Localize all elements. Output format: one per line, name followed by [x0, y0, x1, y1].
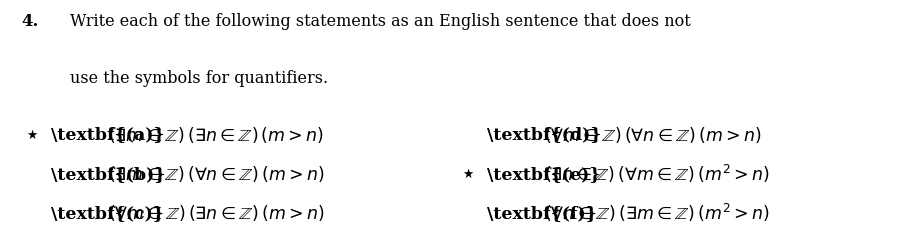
Text: \textbf{(b)}: \textbf{(b)}	[51, 166, 166, 183]
Text: $\bigstar$: $\bigstar$	[462, 168, 475, 181]
Text: $(\forall n \in \mathbb{Z})\,(\exists m \in \mathbb{Z})\,(m^2 > n)$: $(\forall n \in \mathbb{Z})\,(\exists m …	[544, 202, 770, 224]
Text: $(\forall m \in \mathbb{Z})\,(\exists n \in \mathbb{Z})\,(m > n)$: $(\forall m \in \mathbb{Z})\,(\exists n …	[107, 203, 324, 223]
Text: $(\exists m \in \mathbb{Z})\,(\forall n \in \mathbb{Z})\,(m > n)$: $(\exists m \in \mathbb{Z})\,(\forall n …	[107, 164, 324, 184]
Text: $(\exists n \in \mathbb{Z})\,(\forall m \in \mathbb{Z})\,(m^2 > n)$: $(\exists n \in \mathbb{Z})\,(\forall m …	[544, 163, 770, 185]
Text: \textbf{(c)}: \textbf{(c)}	[51, 205, 164, 222]
Text: Write each of the following statements as an English sentence that does not: Write each of the following statements a…	[69, 13, 691, 30]
Text: $(\forall m \in \mathbb{Z})\,(\forall n \in \mathbb{Z})\,(m > n)$: $(\forall m \in \mathbb{Z})\,(\forall n …	[544, 125, 762, 145]
Text: 4.: 4.	[21, 13, 39, 30]
Text: $\bigstar$: $\bigstar$	[26, 128, 38, 141]
Text: use the symbols for quantifiers.: use the symbols for quantifiers.	[69, 70, 328, 87]
Text: \textbf{(f)}: \textbf{(f)}	[487, 205, 598, 222]
Text: \textbf{(e)}: \textbf{(e)}	[487, 166, 600, 183]
Text: $(\exists m \in \mathbb{Z})\,(\exists n \in \mathbb{Z})\,(m > n)$: $(\exists m \in \mathbb{Z})\,(\exists n …	[107, 125, 323, 145]
Text: \textbf{(a)}: \textbf{(a)}	[51, 127, 165, 144]
Text: \textbf{(d)}: \textbf{(d)}	[487, 127, 602, 144]
